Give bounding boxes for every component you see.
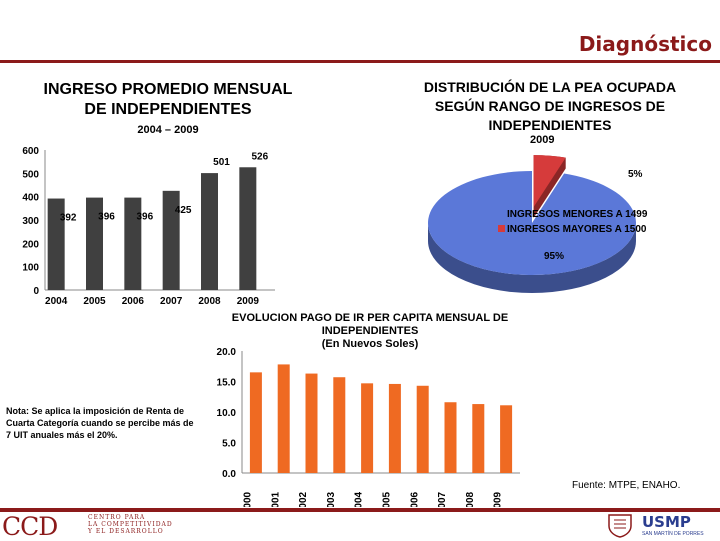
x-tick-label: 2005 bbox=[382, 491, 393, 507]
bar bbox=[305, 373, 318, 473]
bar bbox=[162, 190, 180, 290]
pie-side-main bbox=[428, 223, 636, 293]
data-label: 501 bbox=[213, 157, 230, 168]
pea-chart-title-line-2: SEGÚN RANGO DE INGRESOS DE bbox=[434, 98, 666, 114]
usmp-logo: USMP bbox=[642, 513, 691, 531]
bar bbox=[416, 385, 429, 473]
ccd-logo-text: CENTRO PARA LA COMPETITIVIDAD Y EL DESAR… bbox=[88, 514, 173, 535]
pea-chart-title-line-3: INDEPENDIENTES bbox=[488, 117, 612, 133]
ccd-logo-text-line-2: LA COMPETITIVIDAD bbox=[88, 521, 173, 528]
x-tick-label: 2006 bbox=[409, 491, 420, 507]
x-tick-label: 2006 bbox=[122, 296, 145, 307]
x-tick-label: 2003 bbox=[326, 491, 337, 507]
x-tick-label: 2001 bbox=[270, 491, 281, 507]
pea-chart-title-line-1: DISTRIBUCIÓN DE LA PEA OCUPADA bbox=[423, 79, 677, 95]
slide-title: Diagnóstico bbox=[578, 32, 712, 56]
source-text: Fuente: MTPE, ENAHO. bbox=[572, 480, 681, 491]
tax-chart-title-line-1: EVOLUCION PAGO DE IR PER CAPITA MENSUAL … bbox=[231, 312, 509, 324]
ccd-logo-text-line-3: Y EL DESARROLLO bbox=[88, 528, 164, 535]
y-tick-label: 200 bbox=[22, 239, 39, 250]
y-tick-label: 0.0 bbox=[222, 469, 236, 480]
x-tick-label: 2004 bbox=[354, 491, 365, 507]
income-chart-subtitle: 2004 – 2009 bbox=[137, 124, 199, 136]
data-label: 396 bbox=[98, 212, 115, 223]
usmp-logo-subtitle: SAN MARTÍN DE PORRES bbox=[642, 531, 704, 537]
tax-chart-title-line-3: (En Nuevos Soles) bbox=[321, 338, 419, 350]
y-tick-label: 0 bbox=[33, 286, 39, 297]
data-label: 425 bbox=[175, 205, 192, 216]
x-tick-label: 2009 bbox=[493, 491, 504, 507]
data-label: 95% bbox=[544, 251, 564, 262]
tax-chart-title-line-2: INDEPENDIENTES bbox=[321, 325, 419, 337]
bar bbox=[472, 404, 485, 473]
data-label: 5% bbox=[628, 169, 643, 180]
bar bbox=[249, 372, 262, 473]
data-label: 392 bbox=[60, 213, 77, 224]
data-label: 396 bbox=[136, 212, 153, 223]
legend-label: INGRESOS MAYORES A 1500 bbox=[507, 224, 647, 235]
y-tick-label: 100 bbox=[22, 263, 39, 274]
title-divider bbox=[0, 60, 720, 63]
x-tick-label: 2008 bbox=[198, 296, 221, 307]
ccd-logo: CCD bbox=[2, 512, 58, 541]
bar bbox=[86, 197, 103, 290]
bar bbox=[124, 197, 142, 290]
bar bbox=[500, 405, 513, 473]
y-tick-label: 500 bbox=[22, 169, 39, 180]
footer-divider bbox=[0, 508, 720, 512]
y-tick-label: 5.0 bbox=[222, 439, 236, 450]
x-tick-label: 2005 bbox=[83, 296, 106, 307]
x-tick-label: 2009 bbox=[237, 296, 260, 307]
bar bbox=[388, 383, 401, 473]
income-chart-title-line-1: INGRESO PROMEDIO MENSUAL bbox=[43, 81, 293, 98]
x-tick-label: 2008 bbox=[465, 491, 476, 507]
pea-chart-title: DISTRIBUCIÓN DE LA PEA OCUPADA SEGÚN RAN… bbox=[380, 78, 720, 135]
y-tick-label: 15.0 bbox=[217, 378, 237, 389]
bar bbox=[333, 377, 346, 473]
x-tick-label: 2007 bbox=[160, 296, 183, 307]
pie-slice bbox=[428, 171, 636, 275]
legend-swatch bbox=[498, 225, 505, 232]
bar bbox=[47, 198, 65, 290]
bar bbox=[201, 173, 218, 290]
bar bbox=[277, 364, 290, 473]
legend-swatch bbox=[498, 210, 505, 217]
bar bbox=[444, 402, 457, 473]
tax-bar-chart: 0.0 5.0 10.0 15.0 20.0 2000 2001 2002 2003 2004 20… bbox=[217, 347, 520, 507]
y-tick-label: 600 bbox=[22, 146, 39, 157]
x-tick-label: 2007 bbox=[437, 491, 448, 507]
pie-slice bbox=[533, 155, 566, 208]
legend-label: INGRESOS MENORES A 1499 bbox=[507, 209, 648, 220]
income-chart-title: INGRESO PROMEDIO MENSUAL DE INDEPENDIENT… bbox=[18, 80, 318, 120]
bar bbox=[239, 167, 257, 290]
y-tick-label: 300 bbox=[22, 216, 39, 227]
y-tick-label: 20.0 bbox=[217, 347, 237, 358]
income-chart-title-line-2: DE INDEPENDIENTES bbox=[84, 101, 252, 118]
data-label: 526 bbox=[251, 151, 268, 162]
y-tick-label: 10.0 bbox=[217, 408, 237, 419]
tax-chart-title: EVOLUCION PAGO DE IR PER CAPITA MENSUAL … bbox=[210, 312, 530, 351]
ccd-logo-text-line-1: CENTRO PARA bbox=[88, 514, 146, 521]
x-tick-label: 2004 bbox=[45, 296, 68, 307]
usmp-seal-icon bbox=[608, 514, 632, 538]
x-tick-label: 2000 bbox=[243, 491, 254, 507]
bar bbox=[361, 383, 374, 473]
note-text: Nota: Se aplica la imposición de Renta d… bbox=[6, 406, 194, 440]
pea-pie-chart: 5% 95% INGRESOS MENORES A 1499 INGRESOS MAY… bbox=[428, 155, 648, 293]
pea-chart-year: 2009 bbox=[530, 134, 555, 146]
income-bar-chart: 0 100 200 300 400 500 600 2004 392 2005 396 2006 396… bbox=[22, 146, 275, 307]
y-tick-label: 400 bbox=[22, 193, 39, 204]
x-tick-label: 2002 bbox=[298, 491, 309, 507]
